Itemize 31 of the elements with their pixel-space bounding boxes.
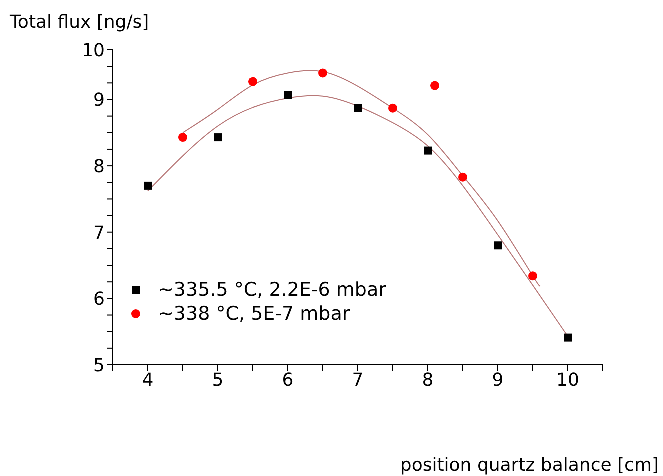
point (528, 272, 538, 281)
x-axis-title: position quartz balance [cm] (400, 455, 659, 476)
x-tick-label: 4 (142, 370, 154, 391)
point (458, 172, 468, 182)
point (564, 334, 572, 342)
point (424, 146, 432, 155)
y-tick-label: 5 (94, 355, 105, 376)
x-tick-label: 10 (556, 370, 580, 391)
point (248, 77, 258, 86)
x-tick-label: 6 (282, 370, 294, 391)
point (214, 134, 222, 142)
point (430, 81, 440, 90)
point (144, 182, 152, 190)
point (178, 133, 188, 142)
x-tick-label: 9 (492, 370, 504, 391)
y-tick-label: 10 (82, 40, 105, 62)
legend-label: ~335.5 °C, 2.2E-6 mbar (158, 279, 386, 301)
y-tick-label: 8 (94, 156, 105, 178)
point (494, 242, 502, 250)
x-tick-label: 7 (352, 370, 364, 391)
point (354, 104, 362, 112)
y-tick-label: 7 (94, 222, 105, 244)
y-tick-label: 6 (94, 289, 105, 310)
x-tick-label: 8 (422, 370, 434, 391)
y-tick-label: 9 (94, 90, 105, 112)
point (318, 68, 328, 78)
y-axis-title: Total flux [ng/s] (10, 12, 150, 33)
x-tick-label: 5 (212, 370, 224, 391)
legend-label: ~338 °C, 5E-7 mbar (158, 303, 350, 325)
point (388, 104, 398, 113)
point (284, 91, 292, 100)
